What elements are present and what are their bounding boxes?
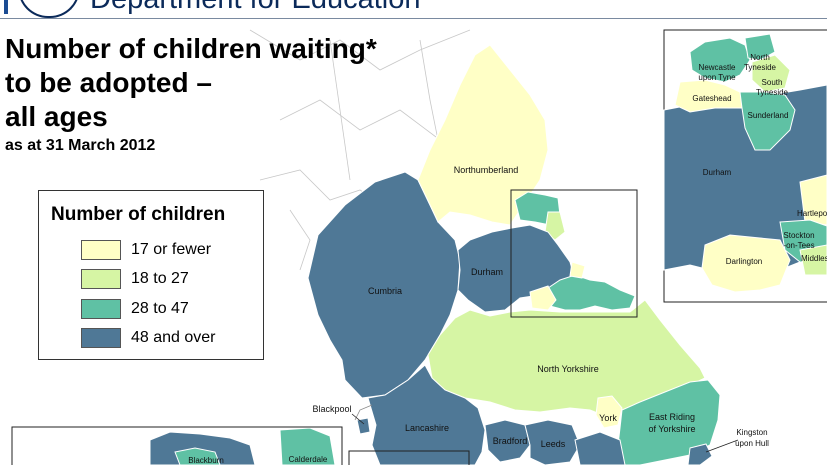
inset-label-stockton-2: -on-Tees xyxy=(783,241,814,250)
department-name: Department for Education xyxy=(90,0,420,15)
region-sunderland xyxy=(544,211,566,241)
legend-swatch xyxy=(81,240,121,260)
region-hull xyxy=(687,443,713,465)
label-east-riding-1: East Riding xyxy=(649,412,695,422)
label-northumberland: Northumberland xyxy=(454,165,519,175)
region-bradford xyxy=(484,419,531,463)
inset-label-gateshead: Gateshead xyxy=(692,94,731,103)
inset-label-durham: Durham xyxy=(703,168,732,177)
region-blackpool xyxy=(356,417,371,435)
region-wakefield xyxy=(574,431,626,465)
legend-swatch xyxy=(81,299,121,319)
label-york: York xyxy=(599,413,617,423)
blackpool-leader xyxy=(351,413,365,425)
legend-label: 48 and over xyxy=(131,329,216,346)
title-line-1: Number of children waiting* xyxy=(5,33,377,64)
region-cumbria xyxy=(307,171,461,399)
label-bradford: Bradford xyxy=(493,436,528,446)
inset-label-sunderland: Sunderland xyxy=(748,111,789,120)
inset-label-calderdale: Calderdale xyxy=(289,455,328,464)
neighbour-boundaries xyxy=(249,29,471,271)
region-york xyxy=(595,395,623,429)
region-north-yorkshire xyxy=(427,299,706,419)
legend-label: 28 to 47 xyxy=(131,300,189,317)
label-north-yorkshire: North Yorkshire xyxy=(537,364,599,374)
inset-label-darlington: Darlington xyxy=(726,257,762,266)
inset-label-south-tyneside-1: South xyxy=(762,78,783,87)
region-leeds xyxy=(524,419,581,465)
legend-label: 18 to 27 xyxy=(131,270,189,287)
header-bar: Department for Education xyxy=(0,0,827,19)
label-east-riding-2: of Yorkshire xyxy=(648,424,695,434)
crest-icon xyxy=(18,0,80,18)
inset-north-west: Blackburn Calderdale xyxy=(11,426,343,465)
legend-swatch xyxy=(81,269,121,289)
inset-north-east: Newcastle upon Tyne North Tyneside South… xyxy=(663,29,827,303)
label-durham: Durham xyxy=(471,267,503,277)
inset-label-newcastle-2: upon Tyne xyxy=(698,73,736,82)
inset-frame-lower xyxy=(348,450,470,465)
label-kingston-2: upon Hull xyxy=(735,439,769,448)
inset-label-blackburn: Blackburn xyxy=(188,456,224,465)
label-kingston-1: Kingston xyxy=(736,428,767,437)
inset-label-north-tyneside-2: Tyneside xyxy=(744,63,777,72)
legend-label: 17 or fewer xyxy=(131,241,212,258)
inset-label-hartlepool: Hartlepo xyxy=(797,209,827,218)
region-darlington xyxy=(529,285,557,311)
region-lancashire xyxy=(367,364,486,465)
label-cumbria: Cumbria xyxy=(368,286,402,296)
legend: Number of children 17 or fewer 18 to 27 … xyxy=(38,190,264,360)
legend-title: Number of children xyxy=(51,204,226,225)
coast-detail xyxy=(354,404,373,421)
label-leeds: Leeds xyxy=(541,439,566,449)
inset-label-stockton-1: Stockton xyxy=(783,231,814,240)
inset-frame xyxy=(510,189,638,318)
label-lancashire: Lancashire xyxy=(405,423,449,433)
region-hartlepool xyxy=(569,261,586,279)
region-tees xyxy=(531,274,636,311)
label-blackpool: Blackpool xyxy=(312,404,351,414)
dfe-logo-bar xyxy=(4,0,8,14)
inset-label-newcastle-1: Newcastle xyxy=(699,63,736,72)
inset-label-north-tyneside-1: North xyxy=(750,53,770,62)
subtitle: as at 31 March 2012 xyxy=(5,137,156,154)
title-line-3: all ages xyxy=(5,101,108,132)
title-line-2: to be adopted – xyxy=(5,67,212,98)
hull-leader xyxy=(705,439,739,453)
inset-label-middlesbrough: Middles xyxy=(801,254,827,263)
region-northumberland xyxy=(417,44,549,226)
title-block: Number of children waiting* to be adopte… xyxy=(5,32,425,156)
legend-swatch xyxy=(81,328,121,348)
inset-label-south-tyneside-2: Tyneside xyxy=(756,88,789,97)
